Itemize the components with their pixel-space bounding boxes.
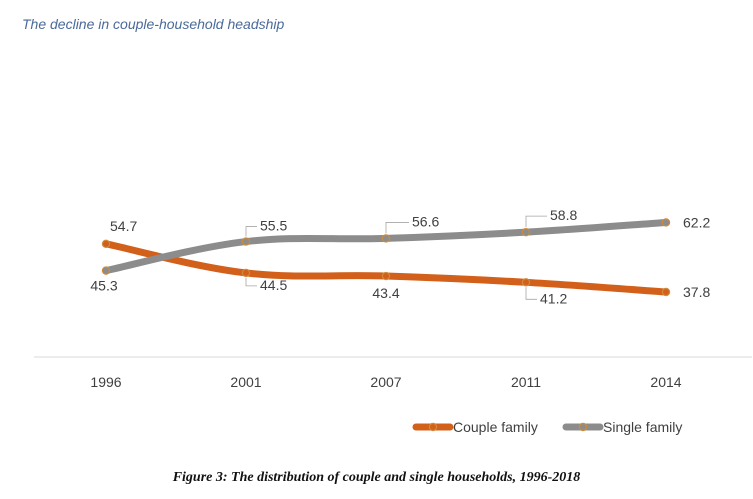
couple-family-point-2001	[241, 268, 251, 278]
series-layer	[101, 218, 671, 297]
single-family-point-2014	[661, 218, 671, 227]
couple-family-value-label-2007: 43.4	[372, 285, 399, 301]
x-tick-label-2011: 2011	[511, 374, 541, 390]
x-tick-label-2001: 2001	[230, 374, 261, 390]
couple-family-point-2011	[521, 278, 531, 287]
legend: Couple family Single family	[412, 419, 682, 435]
single-family-point-2001	[241, 237, 251, 246]
couple-family-value-label-2011: 41.2	[540, 290, 567, 306]
figure-caption: Figure 3: The distribution of couple and…	[172, 470, 581, 485]
x-tick-label-2007: 2007	[370, 374, 401, 390]
single-family-point-2011	[521, 227, 531, 237]
single-family-leader-2007	[385, 222, 409, 234]
couple-family-value-label-2001: 44.5	[260, 277, 287, 293]
line-chart: 54.7 44.5 43.4 41.2 37.8 45.3 55.5 56.6 58.8 62.2…	[34, 207, 752, 435]
couple-family-value-label-1996: 54.7	[110, 218, 137, 234]
single-family-leader-2011	[525, 215, 547, 228]
single-family-point-1996	[101, 266, 111, 275]
single-family-legend-marker	[578, 422, 588, 432]
couple-family-value-label-2014: 37.8	[683, 284, 710, 300]
single-family-value-label-1996: 45.3	[90, 278, 117, 294]
data-label-layer: 54.7 44.5 43.4 41.2 37.8 45.3 55.5 56.6 58.8 62.2	[90, 207, 710, 306]
single-family-value-label-2011: 58.8	[550, 207, 577, 223]
single-family-value-label-2014: 62.2	[683, 214, 710, 230]
single-family-value-label-2007: 56.6	[412, 213, 439, 229]
single-family-value-label-2001: 55.5	[260, 218, 287, 234]
single-family-point-2007	[381, 234, 391, 243]
single-family-leader-2001	[245, 226, 257, 237]
chart-subtitle: The decline in couple-household headship	[22, 16, 285, 32]
couple-family-leader-2011	[525, 287, 537, 300]
couple-family-point-2007	[381, 271, 391, 281]
single-family-legend-label: Single family	[603, 419, 682, 435]
couple-family-point-2014	[661, 287, 671, 297]
x-tick-label-2014: 2014	[650, 374, 681, 390]
couple-family-leader-2001	[245, 277, 257, 287]
x-tick-label-1996: 1996	[90, 374, 121, 390]
x-tick-layer: 1996 2001 2007 2011 2014	[90, 374, 681, 390]
couple-family-legend-marker	[428, 422, 438, 432]
couple-family-point-1996	[101, 239, 111, 249]
couple-family-legend-label: Couple family	[453, 419, 538, 435]
